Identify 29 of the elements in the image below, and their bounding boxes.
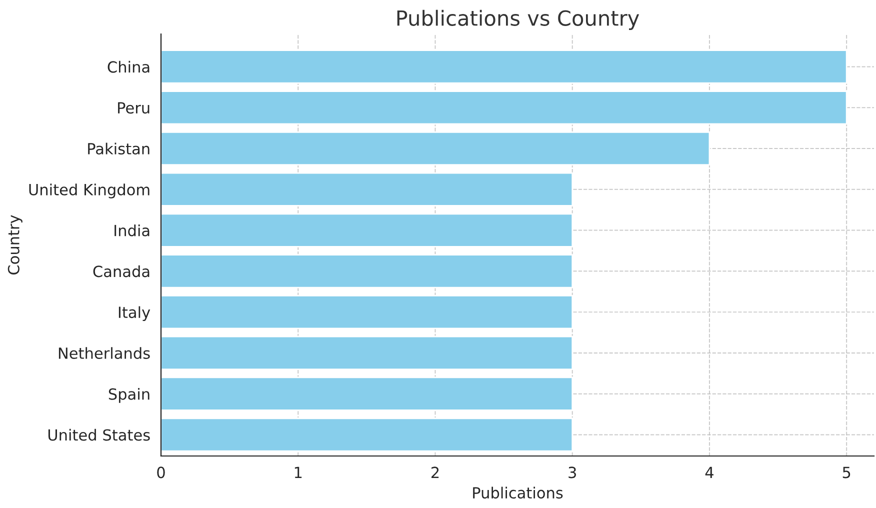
chart-title: Publications vs Country — [397, 10, 640, 30]
x-tick-label: 5 — [842, 466, 850, 478]
bar — [161, 131, 710, 166]
x-axis-title: Publications — [473, 486, 563, 499]
y-tick-label: Canada — [93, 265, 150, 278]
y-tick-label: Peru — [118, 102, 150, 114]
bar — [161, 295, 574, 330]
bar — [161, 50, 848, 84]
y-tick-label: Pakistan — [88, 142, 150, 155]
y-tick-label: Netherlands — [58, 347, 150, 359]
y-tick-label: China — [108, 60, 150, 73]
bar — [161, 418, 574, 452]
x-tick-label: 1 — [294, 466, 302, 478]
x-tick-label: 0 — [157, 466, 165, 478]
y-tick-label: United States — [48, 428, 150, 441]
bar — [161, 254, 574, 288]
x-tick-label: 3 — [568, 466, 576, 478]
x-tick-label: 2 — [431, 466, 439, 478]
bar — [161, 172, 574, 206]
y-axis-title: Country — [8, 215, 22, 274]
bar — [161, 376, 574, 411]
x-tick-label: 4 — [705, 466, 714, 478]
bar — [161, 336, 574, 370]
y-tick-label: United Kingdom — [29, 184, 150, 198]
y-tick-label: Spain — [108, 388, 150, 403]
y-tick-label: India — [114, 224, 150, 236]
bar — [161, 213, 574, 248]
y-tick-label: Italy — [118, 306, 150, 322]
bar — [161, 90, 848, 125]
